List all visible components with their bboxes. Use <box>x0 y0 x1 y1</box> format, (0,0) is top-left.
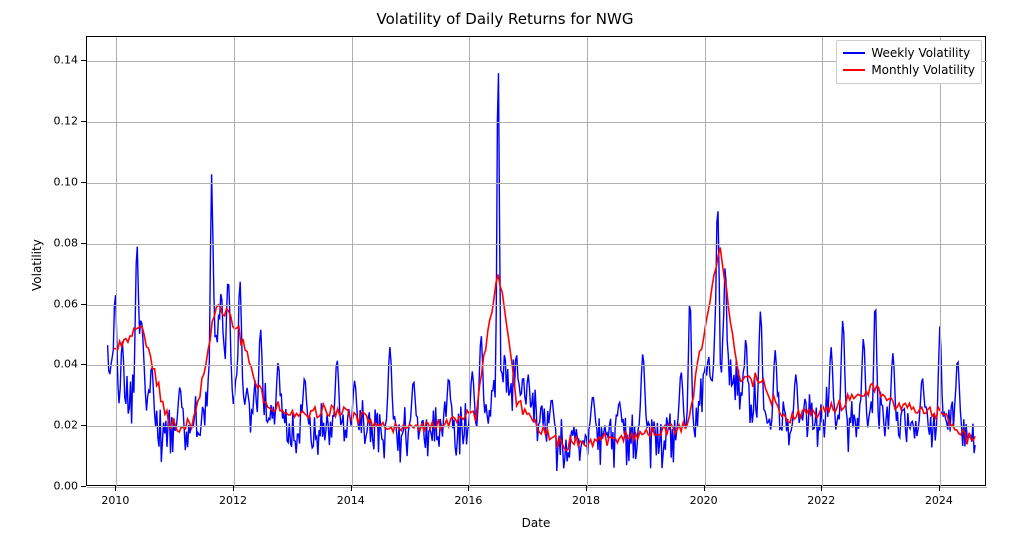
gridline-h <box>87 122 987 123</box>
gridline-v <box>469 37 470 487</box>
tick-label-x: 2010 <box>101 494 129 507</box>
gridline-h <box>87 426 987 427</box>
tick-label-y: 0.06 <box>44 297 78 310</box>
plot-svg <box>87 37 987 487</box>
tick-mark-y <box>81 304 86 305</box>
legend-swatch-monthly <box>843 69 865 71</box>
legend-item-weekly: Weekly Volatility <box>843 45 975 62</box>
legend-swatch-weekly <box>843 52 865 54</box>
tick-label-x: 2024 <box>925 494 953 507</box>
series-weekly <box>108 73 976 471</box>
tick-mark-y <box>81 60 86 61</box>
tick-label-y: 0.14 <box>44 54 78 67</box>
tick-label-y: 0.02 <box>44 419 78 432</box>
tick-mark-x <box>821 486 822 491</box>
tick-mark-y <box>81 425 86 426</box>
tick-label-x: 2022 <box>807 494 835 507</box>
tick-mark-x <box>939 486 940 491</box>
legend-label-monthly: Monthly Volatility <box>871 62 975 79</box>
tick-label-x: 2016 <box>454 494 482 507</box>
tick-label-x: 2014 <box>337 494 365 507</box>
tick-mark-y <box>81 243 86 244</box>
gridline-h <box>87 244 987 245</box>
gridline-h <box>87 305 987 306</box>
tick-label-y: 0.00 <box>44 480 78 493</box>
figure: Volatility of Daily Returns for NWG Vola… <box>0 0 1010 547</box>
tick-mark-x <box>351 486 352 491</box>
gridline-v <box>234 37 235 487</box>
tick-label-y: 0.10 <box>44 175 78 188</box>
tick-mark-y <box>81 182 86 183</box>
y-axis-label: Volatility <box>30 239 44 291</box>
tick-label-y: 0.04 <box>44 358 78 371</box>
tick-mark-x <box>115 486 116 491</box>
tick-mark-x <box>586 486 587 491</box>
legend-label-weekly: Weekly Volatility <box>871 45 970 62</box>
gridline-h <box>87 365 987 366</box>
tick-mark-y <box>81 364 86 365</box>
axes-area <box>86 36 986 486</box>
gridline-v <box>116 37 117 487</box>
gridline-v <box>705 37 706 487</box>
tick-label-y: 0.08 <box>44 236 78 249</box>
gridline-v <box>352 37 353 487</box>
tick-label-x: 2020 <box>690 494 718 507</box>
gridline-v <box>940 37 941 487</box>
legend-item-monthly: Monthly Volatility <box>843 62 975 79</box>
tick-mark-x <box>704 486 705 491</box>
tick-mark-y <box>81 486 86 487</box>
tick-label-x: 2012 <box>219 494 247 507</box>
tick-label-y: 0.12 <box>44 115 78 128</box>
gridline-v <box>587 37 588 487</box>
chart-title: Volatility of Daily Returns for NWG <box>0 10 1010 28</box>
tick-label-x: 2018 <box>572 494 600 507</box>
tick-mark-x <box>468 486 469 491</box>
gridline-h <box>87 183 987 184</box>
legend: Weekly Volatility Monthly Volatility <box>836 40 982 84</box>
gridline-h <box>87 487 987 488</box>
tick-mark-x <box>233 486 234 491</box>
series-monthly <box>114 248 976 451</box>
tick-mark-y <box>81 121 86 122</box>
gridline-v <box>822 37 823 487</box>
x-axis-label: Date <box>86 516 986 530</box>
